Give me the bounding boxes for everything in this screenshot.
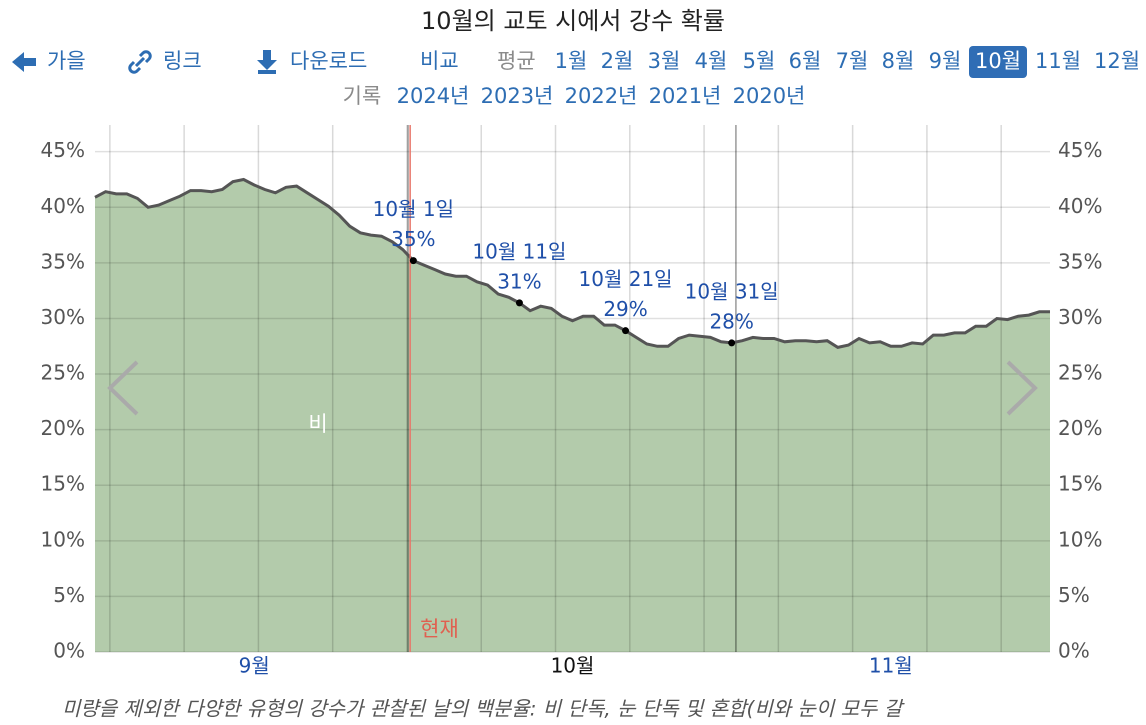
y2-tick-label: 25% xyxy=(1058,361,1102,385)
year-link[interactable]: 2024년 xyxy=(397,84,470,108)
point-date-label: 10월 31일 xyxy=(685,279,779,303)
line xyxy=(94,177,1050,349)
value-label: 31% xyxy=(497,269,541,293)
month-active-bg xyxy=(969,46,1027,78)
y-tick-label: 0% xyxy=(53,639,85,663)
year-link[interactable]: 2020년 xyxy=(733,84,806,108)
records-label: 기록 xyxy=(343,84,382,108)
y2-tick-label: 0% xyxy=(1058,639,1090,663)
point-date-label: 10월 1일 xyxy=(373,197,454,221)
y2-tick-label: 20% xyxy=(1058,416,1102,440)
point xyxy=(515,299,523,307)
y-tick-label: 5% xyxy=(53,583,85,607)
nav-link-text[interactable]: 링크 xyxy=(163,49,202,73)
download-icon xyxy=(257,50,277,74)
averages-label: 평균 xyxy=(497,49,536,73)
month-link[interactable]: 4월 xyxy=(695,49,728,73)
y-tick-label: 45% xyxy=(41,138,85,162)
y-tick-label: 40% xyxy=(41,194,85,218)
caption: 미량을 제외한 다양한 유형의 강수가 관찰된 날의 백분율: 비 단독, 눈 … xyxy=(62,697,905,721)
area-fill xyxy=(95,179,1050,652)
nav-download[interactable]: 다운로드 xyxy=(257,49,367,74)
month-link[interactable]: 11월 xyxy=(1035,49,1081,73)
y2-tick-label: 45% xyxy=(1058,138,1102,162)
next-arrow[interactable] xyxy=(1006,360,1038,416)
y2-tick-label: 35% xyxy=(1058,249,1102,273)
nav-link[interactable]: 링크 xyxy=(128,49,202,74)
y-tick-label: 30% xyxy=(41,305,85,329)
month-link[interactable]: 5월 xyxy=(743,49,776,73)
value-label: 29% xyxy=(603,297,647,321)
month-link[interactable]: 7월 xyxy=(836,49,869,73)
year-link[interactable]: 2023년 xyxy=(481,84,554,108)
value-label: 28% xyxy=(709,309,753,333)
point-date-label: 10월 11일 xyxy=(472,239,566,263)
point xyxy=(409,257,417,265)
month-link[interactable]: 6월 xyxy=(789,49,822,73)
year-link[interactable]: 2021년 xyxy=(649,84,722,108)
link-icon xyxy=(128,50,152,74)
y-tick-label: 35% xyxy=(41,249,85,273)
y2-tick-label: 10% xyxy=(1058,527,1102,551)
month-link[interactable]: 2월 xyxy=(601,49,634,73)
nav-download-text[interactable]: 다운로드 xyxy=(290,49,367,73)
point xyxy=(728,339,736,347)
nav-back[interactable]: 가을 xyxy=(12,49,86,73)
nav-compare[interactable]: 비교 xyxy=(420,49,459,73)
month-link[interactable]: 3월 xyxy=(648,49,681,73)
y2-tick-label: 30% xyxy=(1058,305,1102,329)
x-tick-label: 11월 xyxy=(869,654,913,678)
value-label: 35% xyxy=(391,227,435,251)
y-tick-label: 25% xyxy=(41,361,85,385)
point-date-label: 10월 21일 xyxy=(579,267,673,291)
y2-tick-label: 40% xyxy=(1058,194,1102,218)
month-link[interactable]: 12월 xyxy=(1094,49,1140,73)
y-tick-label: 10% xyxy=(41,527,85,551)
month-link[interactable]: 9월 xyxy=(929,49,962,73)
month-link[interactable]: 8월 xyxy=(882,49,915,73)
title: 10월의 교토 시에서 강수 확률 xyxy=(421,7,725,35)
series-label: 비 xyxy=(308,412,327,436)
x-tick-label: 9월 xyxy=(239,654,270,678)
y-tick-label: 20% xyxy=(41,416,85,440)
y-tick-label: 15% xyxy=(41,472,85,496)
x-tick-label: 10월 xyxy=(551,654,595,678)
month-link[interactable]: 1월 xyxy=(555,49,588,73)
year-link[interactable]: 2022년 xyxy=(565,84,638,108)
prev-arrow[interactable] xyxy=(107,360,139,416)
now-label: 현재 xyxy=(420,617,459,641)
nav-season[interactable]: 가을 xyxy=(47,49,86,73)
y2-tick-label: 5% xyxy=(1058,583,1090,607)
back-icon xyxy=(12,52,36,72)
y2-tick-label: 15% xyxy=(1058,472,1102,496)
month-link[interactable]: 10월 xyxy=(975,49,1021,73)
point xyxy=(622,327,630,335)
plot: 0% 0% 5% 5% 10% 10% 15% 15% 20% 20% 25% 25% 30% 30% 35… xyxy=(41,125,1102,678)
